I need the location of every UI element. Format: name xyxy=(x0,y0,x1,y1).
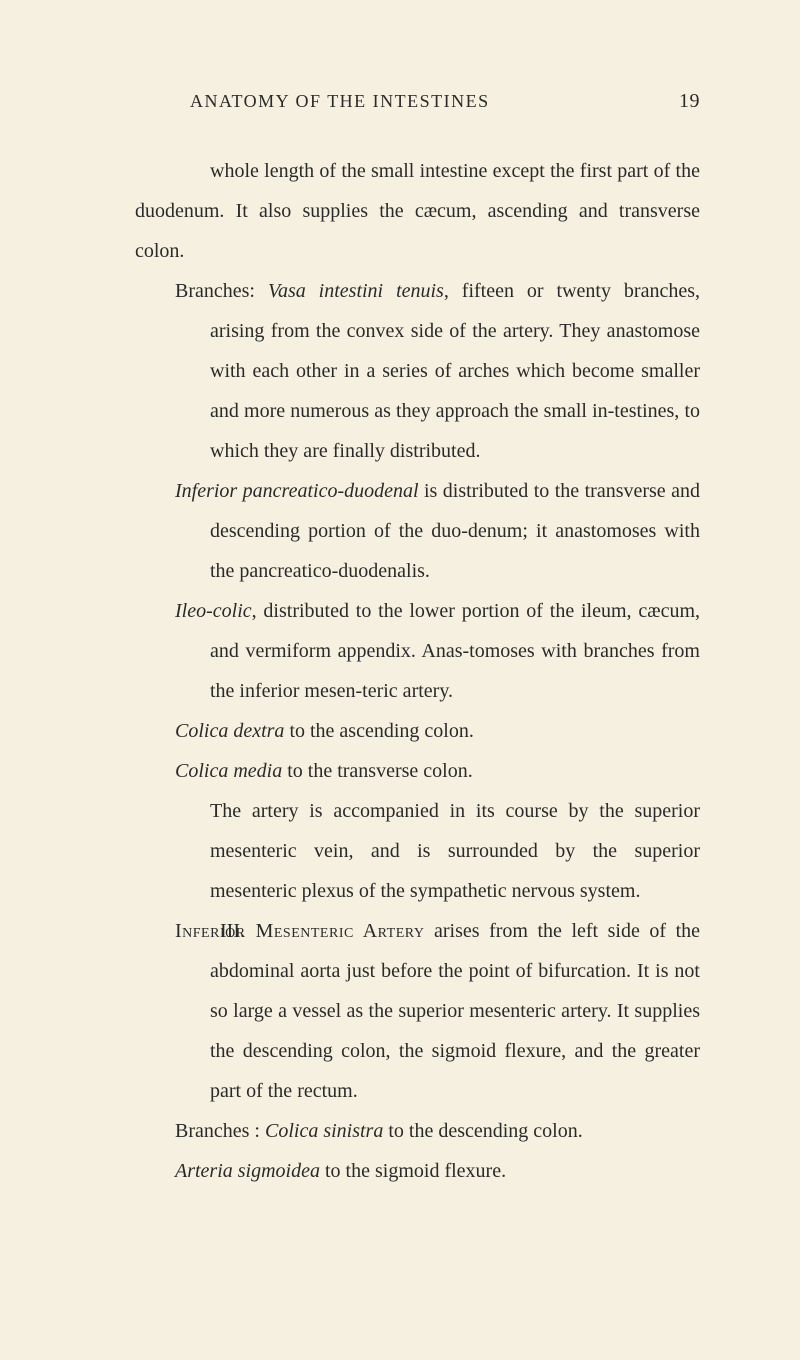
paragraph-section-branches: Branches : Colica sinistra to the descen… xyxy=(135,1111,700,1151)
paragraph-inferior: Inferior pancreatico-duodenal is distrib… xyxy=(135,471,700,591)
paragraph-colica-dextra: Colica dextra to the ascending colon. xyxy=(135,711,700,751)
header-title: ANATOMY OF THE INTESTINES xyxy=(190,91,490,112)
paragraph-continuation: whole length of the small intestine exce… xyxy=(135,151,700,271)
paragraph-colica-media: Colica media to the transverse colon. xyxy=(135,751,700,791)
section-title: Inferior Mesenteric Artery xyxy=(175,920,424,942)
page-content: whole length of the small intestine exce… xyxy=(135,151,700,1191)
paragraph-ileocolic: Ileo-colic, distributed to the lower por… xyxy=(135,591,700,711)
section-numeral: III. xyxy=(220,911,245,951)
paragraph-artery-course: The artery is accompanied in its course … xyxy=(135,791,700,911)
page-header: ANATOMY OF THE INTESTINES 19 xyxy=(135,90,700,113)
page-number: 19 xyxy=(679,90,700,113)
paragraph-arteria-sigmoidea: Arteria sigmoidea to the sigmoid flexure… xyxy=(135,1151,700,1191)
paragraph-branches: Branches: Vasa intestini tenuis, fifteen… xyxy=(135,271,700,471)
section-iii: III. Inferior Mesenteric Artery arises f… xyxy=(135,911,700,1191)
